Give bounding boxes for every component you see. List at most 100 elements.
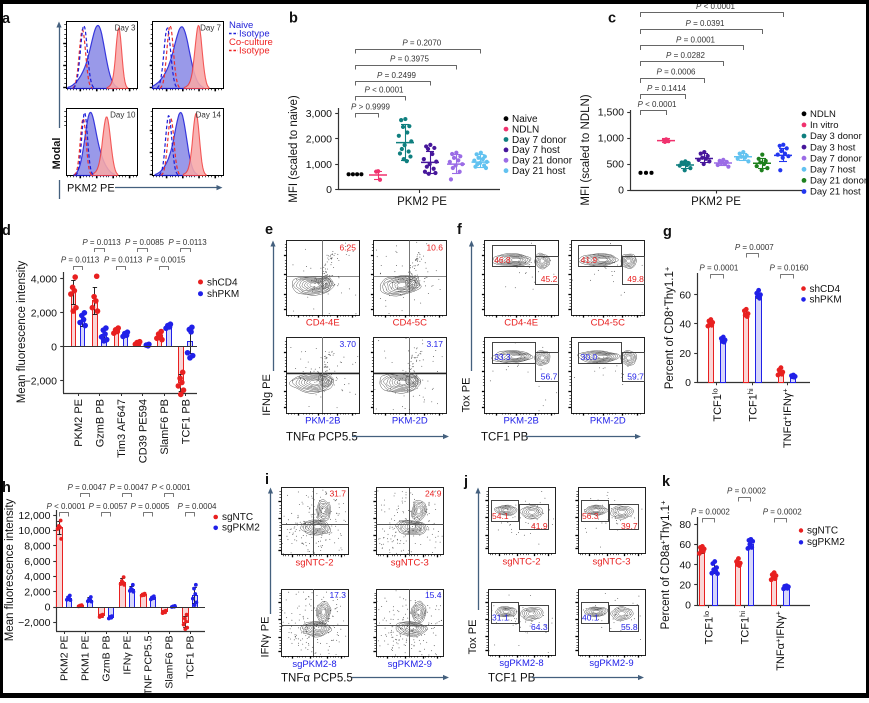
- svg-text:64.3: 64.3: [531, 622, 548, 632]
- svg-text:Naive: Naive: [512, 114, 538, 125]
- svg-text:TCF1 PB: TCF1 PB: [488, 673, 536, 685]
- svg-text:56.7: 56.7: [541, 372, 558, 382]
- svg-text:shCD4: shCD4: [207, 278, 238, 289]
- svg-text:P = 0.0004: P = 0.0004: [178, 502, 217, 511]
- svg-text:Day 7 donor: Day 7 donor: [512, 135, 567, 146]
- svg-text:MFI (scaled to NDLN): MFI (scaled to NDLN): [580, 94, 592, 205]
- svg-text:Mean fluorescence intensity: Mean fluorescence intensity: [16, 260, 28, 403]
- svg-text:Day 7 host: Day 7 host: [810, 165, 856, 176]
- svg-text:P = 0.0015: P = 0.0015: [147, 256, 186, 265]
- svg-text:P = 0.3975: P = 0.3975: [390, 54, 429, 63]
- svg-text:59.7: 59.7: [627, 372, 644, 382]
- svg-text:Day 3 host: Day 3 host: [810, 142, 856, 153]
- svg-text:Percent of CD8a+Thy1.1+: Percent of CD8a+Thy1.1+: [659, 500, 673, 630]
- svg-text:P = 0.0001: P = 0.0001: [676, 35, 715, 44]
- svg-text:20: 20: [679, 348, 691, 360]
- svg-text:0: 0: [618, 185, 624, 197]
- svg-text:TCF1lo: TCF1lo: [702, 611, 716, 644]
- svg-text:GzmB PB: GzmB PB: [94, 399, 106, 447]
- svg-text:31.7: 31.7: [329, 489, 346, 499]
- svg-text:Co-culture: Co-culture: [229, 37, 273, 48]
- svg-text:39.7: 39.7: [621, 521, 638, 531]
- svg-text:PKM2 PE: PKM2 PE: [67, 183, 115, 195]
- svg-text:sgPKM2-8: sgPKM2-8: [499, 658, 543, 669]
- svg-text:PKM-2B: PKM-2B: [504, 416, 539, 427]
- svg-text:Tox PE: Tox PE: [467, 620, 479, 655]
- svg-text:−2,000: −2,000: [18, 617, 51, 629]
- svg-text:40.1: 40.1: [582, 612, 599, 622]
- svg-text:0: 0: [51, 342, 57, 354]
- svg-text:P = 0.0001: P = 0.0001: [699, 264, 738, 273]
- svg-text:TCF1 PB: TCF1 PB: [185, 636, 197, 679]
- svg-text:Day 21 host: Day 21 host: [512, 166, 566, 177]
- svg-text:41.9: 41.9: [581, 255, 598, 265]
- svg-text:e: e: [265, 222, 273, 238]
- svg-text:sgPKM2-9: sgPKM2-9: [388, 659, 432, 670]
- svg-text:j: j: [463, 474, 468, 490]
- svg-text:f: f: [457, 222, 462, 238]
- svg-text:Isotype: Isotype: [239, 46, 270, 57]
- svg-text:1,000: 1,000: [306, 159, 332, 171]
- svg-text:P = 0.0282: P = 0.0282: [666, 51, 705, 60]
- svg-text:sgNTC-2: sgNTC-2: [295, 558, 333, 569]
- svg-text:sgPKM2-8: sgPKM2-8: [292, 659, 336, 670]
- svg-text:CD4-4E: CD4-4E: [306, 318, 340, 329]
- svg-text:33.3: 33.3: [494, 352, 511, 362]
- svg-text:sgPKM2: sgPKM2: [222, 523, 260, 534]
- svg-text:CD4-4E: CD4-4E: [504, 318, 538, 329]
- svg-text:Day 21 donor: Day 21 donor: [810, 176, 867, 187]
- svg-text:sgPKM2-9: sgPKM2-9: [589, 658, 633, 669]
- svg-text:NDLN: NDLN: [810, 109, 836, 120]
- svg-text:g: g: [663, 224, 672, 240]
- svg-text:3,000: 3,000: [306, 108, 332, 120]
- svg-text:12,000: 12,000: [18, 510, 50, 522]
- svg-text:Day 3: Day 3: [115, 24, 136, 33]
- svg-text:sgNTC: sgNTC: [222, 512, 253, 523]
- svg-text:PKM-2D: PKM-2D: [590, 416, 626, 427]
- svg-text:TNFα PCP5.5: TNFα PCP5.5: [286, 432, 358, 444]
- svg-text:40: 40: [679, 559, 691, 571]
- svg-text:PKM2 PE: PKM2 PE: [73, 399, 85, 447]
- svg-text:TCF1 PB: TCF1 PB: [180, 399, 192, 444]
- svg-text:60: 60: [679, 289, 691, 301]
- svg-text:Day 7: Day 7: [200, 24, 221, 33]
- svg-text:TNFα PCP5.5: TNFα PCP5.5: [281, 673, 353, 685]
- svg-text:IFNγ PE: IFNγ PE: [122, 636, 134, 675]
- svg-text:shCD4: shCD4: [810, 284, 841, 295]
- svg-text:shPKM: shPKM: [810, 294, 842, 305]
- svg-text:CD4-5C: CD4-5C: [591, 318, 625, 329]
- svg-text:sgNTC-2: sgNTC-2: [502, 557, 540, 568]
- svg-text:TCF1lo: TCF1lo: [710, 388, 724, 421]
- svg-text:P < 0.0001: P < 0.0001: [47, 502, 86, 511]
- svg-text:45.2: 45.2: [541, 274, 558, 284]
- svg-text:Day 10: Day 10: [110, 111, 136, 120]
- svg-text:10,000: 10,000: [18, 525, 50, 537]
- svg-text:41.9: 41.9: [531, 521, 548, 531]
- svg-text:P = 0.0113: P = 0.0113: [168, 238, 207, 247]
- svg-text:PKM-2B: PKM-2B: [305, 416, 340, 427]
- svg-text:c: c: [608, 11, 616, 27]
- svg-text:P = 0.1414: P = 0.1414: [647, 84, 686, 93]
- svg-text:500: 500: [606, 159, 624, 171]
- svg-text:20: 20: [679, 580, 691, 592]
- svg-text:P > 0.9999: P > 0.9999: [351, 102, 390, 111]
- svg-text:sgNTC-3: sgNTC-3: [391, 558, 429, 569]
- svg-text:P = 0.0002: P = 0.0002: [727, 487, 766, 496]
- svg-text:3.70: 3.70: [339, 339, 356, 349]
- svg-text:k: k: [662, 474, 671, 490]
- svg-text:4,000: 4,000: [31, 274, 57, 286]
- svg-text:Day 14: Day 14: [196, 111, 222, 120]
- svg-text:Day 21 donor: Day 21 donor: [512, 156, 573, 167]
- svg-text:6.25: 6.25: [339, 243, 356, 253]
- svg-text:−2,000: −2,000: [25, 376, 58, 388]
- svg-text:Isotype: Isotype: [239, 29, 270, 40]
- svg-text:b: b: [289, 11, 298, 27]
- svg-text:80: 80: [679, 519, 691, 531]
- svg-text:P = 0.0006: P = 0.0006: [657, 67, 696, 76]
- svg-text:P = 0.0113: P = 0.0113: [82, 238, 121, 247]
- svg-text:a: a: [2, 11, 11, 27]
- svg-text:P = 0.0391: P = 0.0391: [686, 19, 725, 28]
- svg-text:sgNTC-3: sgNTC-3: [592, 557, 630, 568]
- svg-text:30.0: 30.0: [581, 352, 598, 362]
- svg-text:sgNTC: sgNTC: [807, 526, 838, 537]
